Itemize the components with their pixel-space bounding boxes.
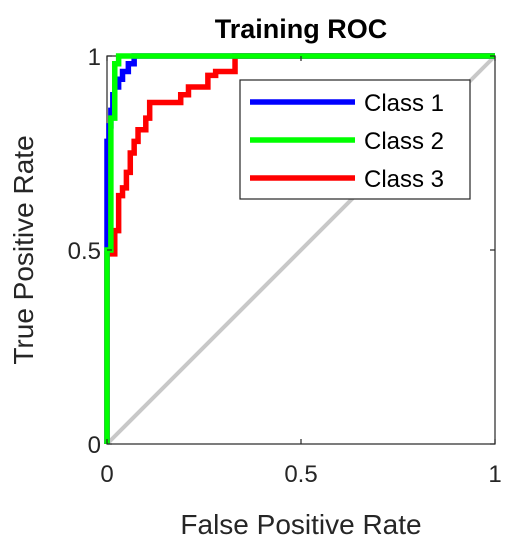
y-axis-label: True Positive Rate [8,135,39,364]
chart-title: Training ROC [215,14,388,44]
legend-label-class-3: Class 3 [364,166,444,193]
y-tick-label: 0.5 [68,238,101,265]
x-tick-label: 0.5 [284,461,317,488]
x-tick-label: 1 [488,461,501,488]
y-tick-label: 0 [88,432,101,459]
legend-label-class-2: Class 2 [364,128,444,155]
legend: Class 1 Class 2 Class 3 [239,79,471,200]
y-tick-label: 1 [88,44,101,71]
x-axis-label: False Positive Rate [180,509,421,540]
x-tick-label: 0 [100,461,113,488]
series-line-class-3 [104,53,495,444]
legend-label-class-1: Class 1 [364,90,444,117]
axis-ticks-layer: 0 0.5 1 0 0.5 1 [68,44,502,488]
